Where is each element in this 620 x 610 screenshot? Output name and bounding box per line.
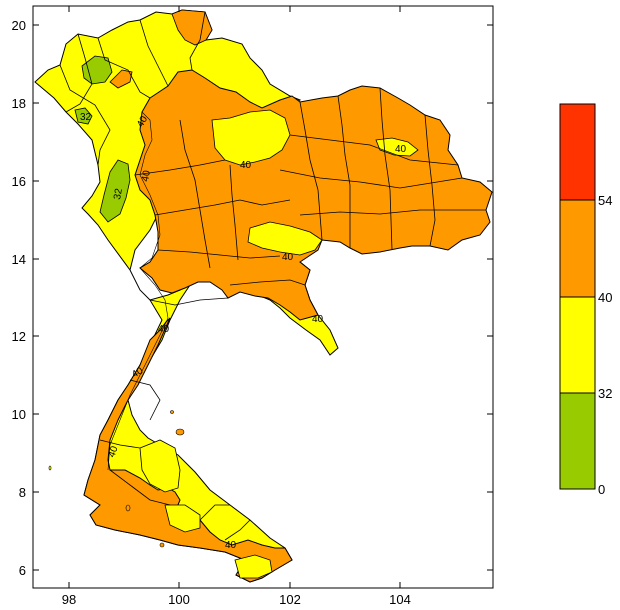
legend-band-orange — [559, 199, 596, 298]
region-orange-north-patch-a — [171, 9, 213, 46]
y-tick-label: 12 — [12, 329, 26, 344]
x-axis: 98 100 102 104 — [62, 6, 411, 607]
region-green-small — [74, 107, 93, 125]
province-borders — [59, 11, 486, 541]
region-south-orange — [83, 317, 293, 583]
region-yellow-central-patch — [247, 221, 323, 256]
y-axis: 6 8 10 12 14 16 18 20 — [12, 18, 493, 578]
contour-label: 40 — [106, 444, 120, 459]
legend-tick-label: 0 — [598, 482, 605, 497]
contour-label: 40 — [312, 314, 324, 325]
contour-lines — [107, 111, 169, 471]
y-tick-label: 18 — [12, 96, 26, 111]
contour-label: 40 — [135, 114, 150, 130]
region-orange-north-patch-b — [109, 69, 133, 89]
y-tick-label: 16 — [12, 174, 26, 189]
contour-label: 32 — [112, 187, 125, 200]
legend-tick-label: 40 — [598, 290, 612, 305]
y-tick-label: 10 — [12, 407, 26, 422]
contour-label: 32 — [80, 112, 92, 123]
contour-label: 40 — [395, 144, 407, 155]
contour-label: 40 — [282, 252, 294, 263]
legend-tick-label: 32 — [598, 386, 612, 401]
x-tick-label: 98 — [62, 592, 76, 607]
x-tick-label: 102 — [279, 592, 301, 607]
x-tick-label: 104 — [389, 592, 411, 607]
y-tick-label: 6 — [19, 563, 26, 578]
legend-band-green — [559, 392, 596, 490]
contour-label: 40 — [240, 160, 252, 171]
x-tick-label: 100 — [168, 592, 190, 607]
y-tick-label: 8 — [19, 485, 26, 500]
contour-label-group: 40 40 40 40 40 40 40 40 40 40 32 32 — [80, 112, 407, 551]
legend-band-yellow — [559, 296, 596, 394]
region-south-yellow-interior — [139, 439, 181, 493]
islands — [48, 410, 185, 548]
region-south-yellow-tip — [234, 554, 273, 579]
legend-colorbar: 54 40 32 0 — [559, 103, 612, 497]
region-green-west — [99, 159, 131, 223]
y-tick-label: 20 — [12, 18, 26, 33]
y-tick-label: 14 — [12, 252, 26, 267]
thailand-map: 40 40 40 40 40 40 40 40 40 40 32 32 — [34, 9, 493, 583]
contour-label: 40 — [140, 169, 153, 182]
region-green-north — [81, 55, 113, 85]
contour-label: 40 — [225, 540, 237, 551]
region-south-yellow-lower — [164, 504, 201, 533]
legend-tick-label: 54 — [598, 193, 612, 208]
legend-band-red — [559, 103, 596, 201]
contour-label: 40 — [130, 365, 146, 380]
contour-label: 40 — [158, 324, 170, 335]
